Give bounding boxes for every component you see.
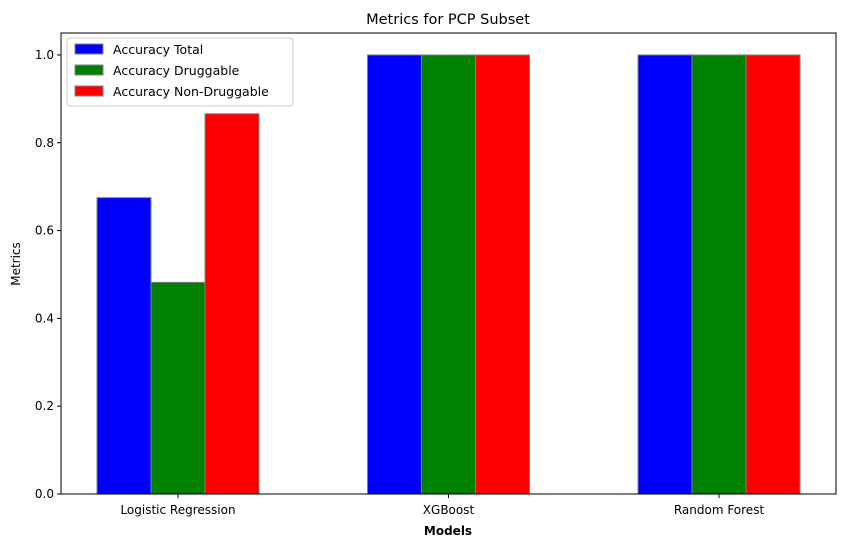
y-axis-ticks: 0.0 0.2 0.4 0.6 0.8 1.0 — [35, 48, 61, 501]
bar-accuracy-total-xgboost — [367, 54, 422, 495]
legend-label: Accuracy Total — [113, 42, 203, 57]
bar-accuracy-druggable-xgboost — [421, 54, 476, 495]
bar-accuracy-druggable-logistic-regression — [150, 281, 206, 495]
bar-accuracy-non-druggable-xgboost — [475, 54, 530, 495]
bars-group — [96, 54, 801, 495]
y-tick-label: 0.2 — [35, 399, 54, 413]
x-tick-label: Logistic Regression — [120, 503, 235, 517]
bar-accuracy-total-random-forest — [637, 54, 693, 495]
y-tick-label: 0.6 — [35, 224, 54, 238]
chart-title: Metrics for PCP Subset — [366, 12, 530, 28]
x-tick-label: Random Forest — [674, 503, 765, 517]
x-axis-ticks: Logistic Regression XGBoost Random Forest — [120, 494, 764, 517]
legend-box — [66, 37, 294, 107]
plot-frame — [60, 32, 837, 495]
legend: Accuracy Total Accuracy Druggable Accuracy… — [66, 37, 294, 107]
bar-accuracy-druggable-random-forest — [691, 54, 747, 495]
legend-swatch — [74, 85, 104, 97]
x-axis-title: Models — [424, 524, 472, 538]
bar-accuracy-non-druggable-logistic-regression — [204, 113, 260, 495]
legend-swatch — [74, 43, 104, 55]
bar-accuracy-total-logistic-regression — [96, 197, 152, 495]
legend-label: Accuracy Druggable — [113, 63, 240, 78]
y-tick-label: 0.0 — [35, 487, 54, 501]
y-tick-label: 1.0 — [35, 48, 54, 62]
x-tick-label: XGBoost — [423, 503, 475, 517]
legend-swatch — [74, 64, 104, 76]
y-tick-label: 0.4 — [35, 311, 54, 325]
legend-label: Accuracy Non-Druggable — [113, 84, 269, 99]
bar-accuracy-non-druggable-random-forest — [745, 54, 801, 495]
y-axis-title: Metrics — [9, 242, 23, 286]
y-tick-label: 0.8 — [35, 136, 54, 150]
